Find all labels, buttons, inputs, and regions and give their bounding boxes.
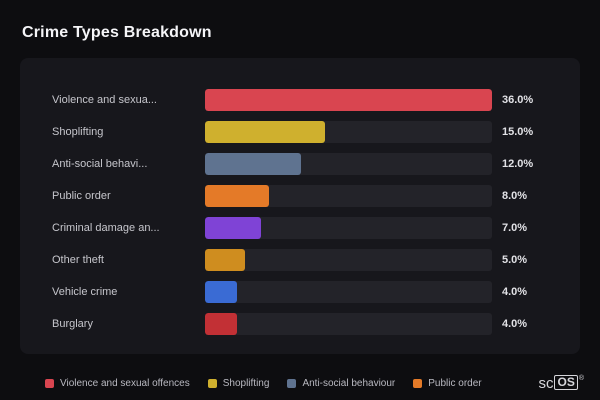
value-label: 4.0% [502, 318, 528, 330]
bar-fill[interactable] [205, 249, 245, 271]
category-label: Vehicle crime [52, 286, 118, 298]
bar-track [205, 185, 492, 207]
legend-label: Shoplifting [222, 378, 270, 389]
bar-fill[interactable] [205, 313, 237, 335]
logo-box: OS [554, 375, 578, 390]
bar-track [205, 217, 492, 239]
category-label: Public order [52, 190, 111, 202]
chart-row: Vehicle crime 4.0% [52, 276, 552, 308]
value-label: 8.0% [502, 190, 528, 202]
category-label: Other theft [52, 254, 104, 266]
legend-swatch-icon [287, 379, 297, 388]
bar-fill[interactable] [205, 185, 269, 207]
legend-label: Anti-social behaviour [302, 378, 396, 389]
chart-row: Burglary 4.0% [52, 308, 552, 340]
bar-track [205, 313, 492, 335]
chart-row: Shoplifting 15.0% [52, 116, 552, 148]
bar-track [205, 281, 492, 303]
logo-prefix: sc [538, 375, 554, 392]
chart-rows: Violence and sexua... 36.0% Shoplifting 15.… [52, 84, 552, 340]
bar-fill[interactable] [205, 217, 261, 239]
bar-fill[interactable] [205, 153, 301, 175]
category-label: Burglary [52, 318, 93, 330]
scos-logo: sc OS ® [538, 375, 584, 392]
legend-item[interactable]: Public order [413, 378, 482, 389]
bar-track [205, 249, 492, 271]
legend-label: Violence and sexual offences [60, 378, 190, 389]
legend-swatch-icon [413, 379, 423, 388]
chart-legend: Violence and sexual offences Shoplifting A… [45, 378, 482, 389]
bar-track [205, 89, 492, 111]
chart-row: Criminal damage an... 7.0% [52, 212, 552, 244]
bar-track [205, 153, 492, 175]
bar-fill[interactable] [205, 121, 325, 143]
chart-row: Public order 8.0% [52, 180, 552, 212]
bar-fill[interactable] [205, 89, 492, 111]
chart-card: Violence and sexua... 36.0% Shoplifting 15.… [20, 58, 580, 354]
value-label: 36.0% [502, 94, 534, 106]
value-label: 12.0% [502, 158, 534, 170]
legend-swatch-icon [45, 379, 54, 388]
bar-fill[interactable] [205, 281, 237, 303]
value-label: 5.0% [502, 254, 528, 266]
bar-track [205, 121, 492, 143]
legend-swatch-icon [207, 379, 217, 388]
registered-mark: ® [578, 375, 584, 382]
legend-item[interactable]: Violence and sexual offences [45, 378, 190, 389]
value-label: 4.0% [502, 286, 528, 298]
footer: Violence and sexual offences Shoplifting A… [45, 375, 584, 392]
chart-row: Other theft 5.0% [52, 244, 552, 276]
value-label: 7.0% [502, 222, 528, 234]
category-label: Violence and sexua... [52, 94, 157, 106]
legend-item[interactable]: Shoplifting [207, 378, 270, 389]
legend-label: Public order [428, 378, 482, 389]
legend-item[interactable]: Anti-social behaviour [287, 378, 395, 389]
chart-row: Anti-social behavi... 12.0% [52, 148, 552, 180]
category-label: Anti-social behavi... [52, 158, 148, 170]
category-label: Shoplifting [52, 126, 104, 138]
chart-row: Violence and sexua... 36.0% [52, 84, 552, 116]
value-label: 15.0% [502, 126, 534, 138]
page-title: Crime Types Breakdown [22, 24, 212, 41]
category-label: Criminal damage an... [52, 222, 160, 234]
